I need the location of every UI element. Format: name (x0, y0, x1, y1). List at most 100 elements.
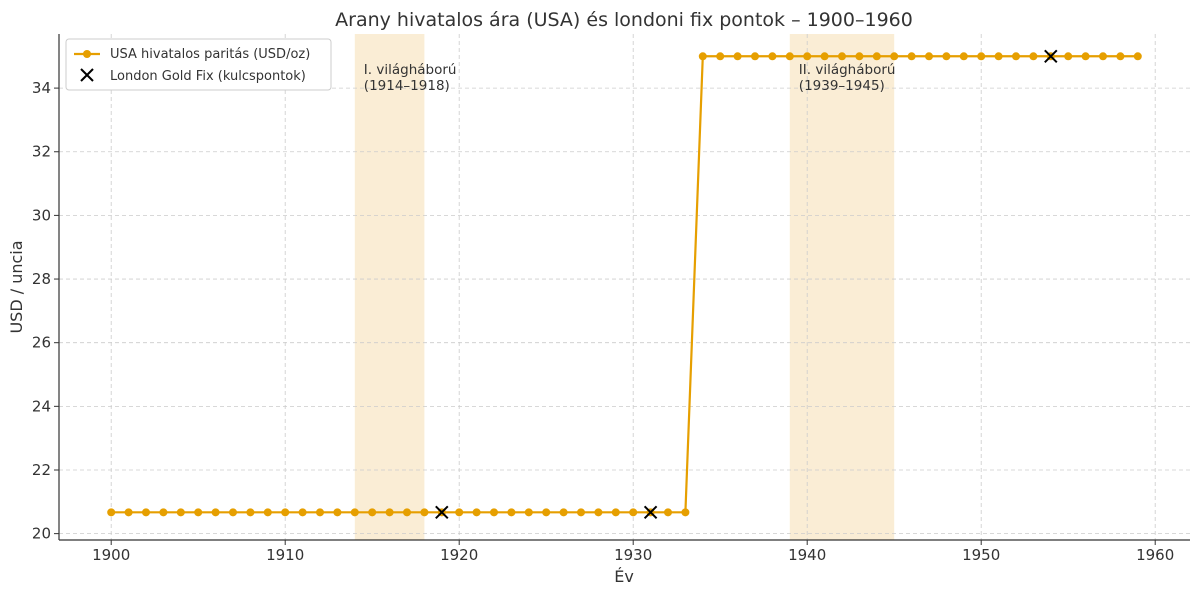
data-point-usa (1012, 52, 1020, 61)
annotation-line2-1: (1914–1918) (364, 78, 450, 94)
data-point-usa (211, 508, 220, 517)
data-point-usa (577, 508, 585, 517)
data-point-usa (263, 508, 272, 517)
data-point-usa (142, 508, 150, 517)
data-point-usa (298, 508, 307, 517)
data-point-usa (803, 52, 812, 61)
y-tick-label: 30 (32, 206, 51, 224)
data-point-usa (664, 508, 672, 517)
data-point-usa (977, 52, 986, 61)
data-point-usa (872, 52, 881, 61)
data-point-usa (1081, 52, 1090, 61)
data-point-usa (385, 508, 394, 517)
legend-entry-usa: USA hivatalos paritás (USD/oz) (110, 47, 310, 62)
y-tick-label: 26 (32, 334, 51, 352)
data-point-usa (890, 52, 899, 61)
data-point-london (1044, 49, 1058, 63)
data-point-usa (559, 508, 568, 517)
legend-dot-swatch (83, 50, 91, 58)
data-point-usa (629, 508, 638, 517)
data-point-usa (959, 52, 968, 61)
data-point-usa (681, 508, 690, 517)
annotation-line1-2: II. világháború (799, 62, 896, 78)
data-point-usa (994, 52, 1003, 61)
annotation-line2-2: (1939–1945) (799, 78, 885, 94)
data-point-usa (855, 52, 864, 61)
data-point-usa (107, 508, 116, 517)
annotation-line1-1: I. világháború (364, 62, 457, 78)
data-point-london (643, 505, 658, 520)
data-point-london-stroke (435, 505, 449, 520)
axes: 1900 1910 1920 1930 1940 1950 1960 20 22 24 26 28 30… (32, 34, 1190, 564)
data-point-usa (785, 52, 794, 61)
grid-lines (59, 34, 1190, 540)
data-point-usa (316, 508, 324, 517)
data-point-london-stroke (643, 505, 658, 520)
data-point-usa (1133, 52, 1142, 61)
data-point-usa (194, 508, 203, 517)
chart-title: Arany hivatalos ára (USA) és londoni fix… (335, 9, 913, 31)
data-point-usa (542, 508, 551, 517)
x-tick-label: 1920 (440, 546, 478, 564)
legend-box (65, 38, 332, 91)
x-tick-label: 1940 (788, 546, 826, 564)
data-point-usa (925, 52, 933, 61)
data-point-usa (1029, 52, 1038, 61)
x-tick-label: 1950 (962, 546, 1000, 564)
y-axis-label: USD / uncia (7, 240, 26, 333)
data-point-usa (768, 52, 777, 61)
data-point-usa (838, 52, 846, 61)
shaded-region-2 (789, 34, 895, 540)
data-point-usa (1099, 52, 1107, 61)
x-axis-label: Év (614, 567, 634, 586)
data-point-usa (490, 508, 498, 517)
data-point-usa (942, 52, 951, 61)
data-point-usa (333, 508, 342, 517)
data-point-usa (159, 508, 168, 517)
data-point-usa (246, 508, 255, 517)
shaded-region-1 (354, 34, 425, 540)
data-point-usa (507, 508, 516, 517)
x-tick-label: 1900 (92, 546, 130, 564)
data-point-usa (907, 52, 916, 61)
y-tick-label: 22 (32, 461, 51, 479)
x-tick-label: 1930 (614, 546, 652, 564)
data-point-usa (1064, 52, 1073, 61)
data-point-usa (472, 508, 481, 517)
data-point-usa (368, 508, 377, 517)
data-point-usa (698, 52, 707, 61)
legend: USA hivatalos paritás (USD/oz) London Go… (65, 38, 332, 91)
series-layer (107, 49, 1142, 520)
data-point-usa (751, 52, 759, 61)
data-point-usa (281, 508, 290, 517)
y-tick-label: 24 (32, 397, 51, 415)
legend-entry-london: London Gold Fix (kulcspontok) (110, 69, 306, 84)
data-point-usa (733, 52, 742, 61)
x-tick-label: 1910 (266, 546, 304, 564)
data-point-usa (820, 52, 829, 61)
annotations: I. világháború(1914–1918) II. világháború… (364, 62, 896, 94)
y-tick-label: 34 (32, 79, 51, 97)
data-point-usa (350, 508, 359, 517)
data-point-usa (716, 52, 725, 61)
data-point-usa (229, 508, 237, 517)
x-tick-label: 1960 (1136, 546, 1174, 564)
data-point-usa (455, 508, 464, 517)
data-point-london (435, 505, 449, 520)
legend-x-stroke (80, 68, 94, 82)
y-tick-label: 20 (32, 525, 51, 543)
data-point-london-stroke (1044, 49, 1058, 63)
data-point-usa (124, 508, 133, 517)
data-point-usa (524, 508, 533, 517)
y-tick-label: 28 (32, 270, 51, 288)
shaded-regions (354, 34, 895, 540)
data-point-usa (594, 508, 603, 517)
data-point-usa (420, 508, 429, 517)
legend-x-swatch (80, 68, 94, 82)
data-point-usa (176, 508, 185, 517)
data-point-usa (403, 508, 411, 517)
data-point-usa (611, 508, 620, 517)
data-point-usa (1116, 52, 1125, 61)
y-tick-label: 32 (32, 143, 51, 161)
